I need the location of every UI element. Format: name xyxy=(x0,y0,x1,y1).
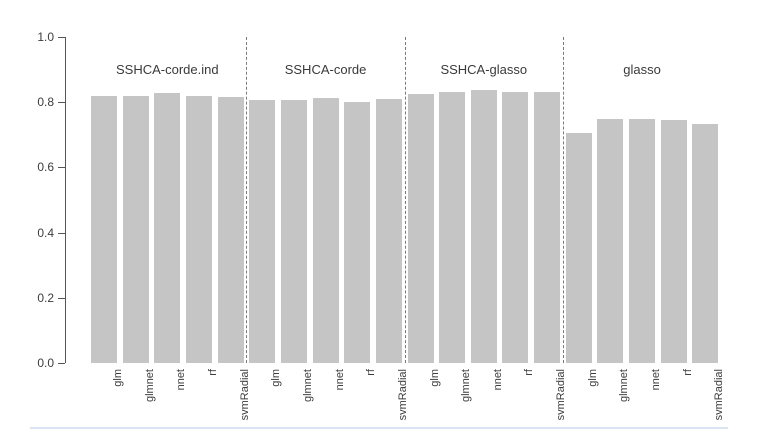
group-title-SSHCA-corde: SSHCA-corde xyxy=(284,62,367,77)
bar-SSHCA-corde-glmnet xyxy=(280,99,307,363)
group-title-SSHCA-glasso: SSHCA-glasso xyxy=(440,62,528,77)
bar-SSHCA-corde-rf xyxy=(344,101,371,363)
bar-SSHCA-corde-nnet xyxy=(312,97,339,363)
y-axis-tick xyxy=(58,232,65,234)
y-axis-tick xyxy=(58,167,65,169)
x-axis-label-glmnet: glmnet xyxy=(143,369,156,403)
x-axis-label-rf: rf xyxy=(523,369,536,376)
bar-SSHCA-corde-svmRadial xyxy=(375,98,402,363)
bar-SSHCA-glasso-glmnet xyxy=(439,92,466,363)
bar-SSHCA-corde.ind-glmnet xyxy=(122,95,149,363)
x-axis-label-nnet: nnet xyxy=(650,369,663,391)
bar-glasso-glmnet xyxy=(597,119,624,363)
x-axis-label-glmnet: glmnet xyxy=(460,369,473,403)
x-axis-label-svmRadial: svmRadial xyxy=(396,369,409,421)
x-axis-label-glmnet: glmnet xyxy=(618,369,631,403)
group-separator xyxy=(562,37,564,363)
bar-SSHCA-glasso-glm xyxy=(407,93,434,363)
bar-SSHCA-corde.ind-svmRadial xyxy=(217,96,244,363)
y-axis-tick xyxy=(58,37,65,38)
y-axis-tick-label: 0.8 xyxy=(37,95,54,110)
x-axis-label-glm: glm xyxy=(428,369,441,387)
x-axis-label-svmRadial: svmRadial xyxy=(238,369,251,421)
bar-SSHCA-corde.ind-nnet xyxy=(154,93,181,363)
bar-glasso-svmRadial xyxy=(692,124,719,363)
x-axis-label-rf: rf xyxy=(681,369,694,376)
y-axis-tick-label: 0.4 xyxy=(37,225,54,240)
y-axis-tick-label: 0.2 xyxy=(37,290,54,305)
x-axis-label-nnet: nnet xyxy=(491,369,504,391)
x-axis-label-glm: glm xyxy=(270,369,283,387)
bar-glasso-rf xyxy=(660,120,687,363)
x-axis-label-nnet: nnet xyxy=(175,369,188,391)
bar-glasso-nnet xyxy=(629,119,656,363)
x-axis-label-svmRadial: svmRadial xyxy=(713,369,726,421)
bar-SSHCA-glasso-svmRadial xyxy=(534,92,561,363)
y-axis-tick-label: 0.0 xyxy=(37,356,54,370)
y-axis-tick-label: 0.6 xyxy=(37,160,54,175)
bar-SSHCA-glasso-nnet xyxy=(470,89,497,363)
bar-glasso-glm xyxy=(565,133,592,363)
group-title-SSHCA-corde.ind: SSHCA-corde.ind xyxy=(115,62,219,77)
x-axis-label-glmnet: glmnet xyxy=(301,369,314,403)
bar-SSHCA-corde.ind-rf xyxy=(185,96,212,363)
y-axis-line xyxy=(65,37,66,363)
x-axis-label-rf: rf xyxy=(206,369,219,376)
bar-SSHCA-corde.ind-glm xyxy=(91,96,117,363)
group-separator xyxy=(404,37,406,363)
bar-SSHCA-corde-glm xyxy=(249,100,276,363)
y-axis-tick xyxy=(58,297,65,299)
x-axis-label-svmRadial: svmRadial xyxy=(555,369,568,421)
window-bottom-border xyxy=(30,427,728,429)
group-separator xyxy=(246,37,248,363)
group-title-glasso: glasso xyxy=(623,62,661,77)
x-axis-label-glm: glm xyxy=(586,369,599,387)
y-axis-tick-label: 1.0 xyxy=(37,30,54,44)
y-axis-tick xyxy=(58,102,65,104)
x-axis-label-rf: rf xyxy=(365,369,378,376)
x-axis-label-nnet: nnet xyxy=(333,369,346,391)
bar-SSHCA-glasso-rf xyxy=(502,91,529,363)
y-axis-tick xyxy=(58,363,65,364)
x-axis-label-glm: glm xyxy=(112,369,124,387)
